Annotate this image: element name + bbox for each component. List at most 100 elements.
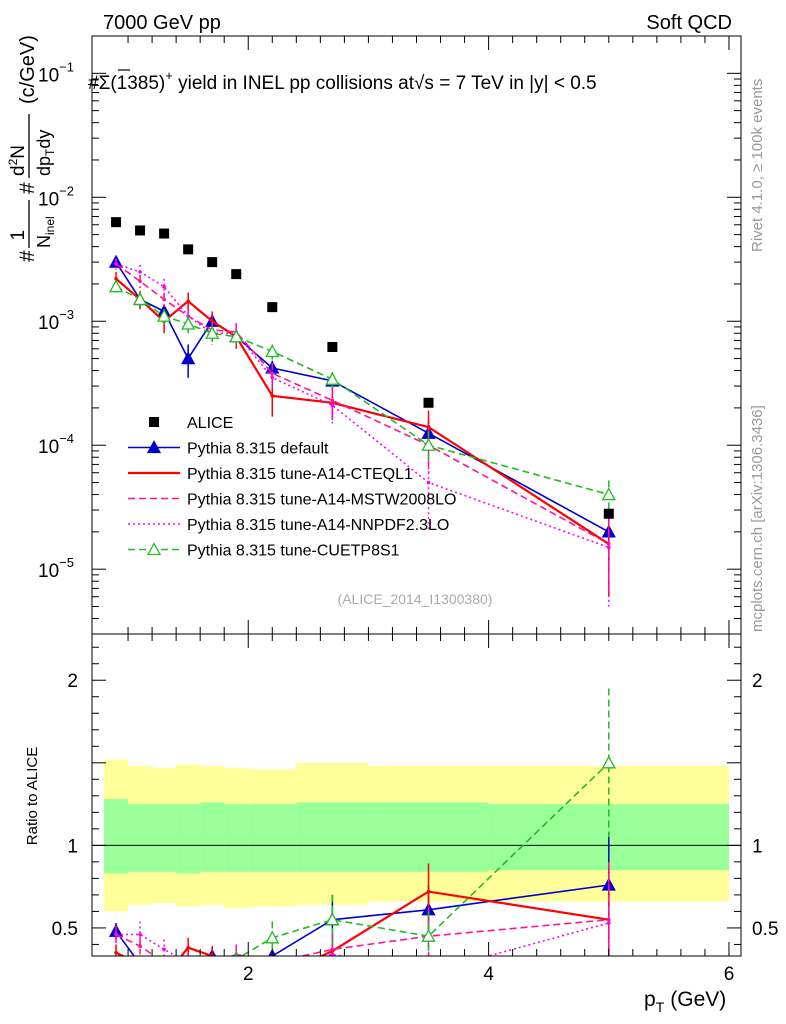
main-point-marker: [330, 403, 335, 408]
ratio-point-marker: [206, 960, 218, 971]
alice-data-marker: [327, 341, 338, 352]
legend-entry-3: Pythia 8.315 tune-A14-MSTW2008LO: [128, 492, 456, 509]
xlabel-t: T: [656, 999, 665, 1015]
ylabel-dpt-dy: dpTdy: [34, 130, 57, 176]
main-point-marker: [606, 545, 611, 550]
legend: ALICE Pythia 8.315 default Pythia 8.315 tu…: [128, 415, 456, 560]
ylabel-d2n: d2N: [6, 145, 29, 176]
ratio-point-marker: [265, 930, 280, 944]
ratio-point-marker: [330, 952, 335, 956]
main-point-marker: [108, 279, 124, 293]
ratio-point-marker: [270, 961, 274, 965]
main-point-marker: [132, 292, 148, 306]
alice-data-marker: [267, 302, 278, 313]
main-point-marker: [325, 371, 340, 385]
ratio-series-line: [115, 884, 609, 956]
main-point-marker: [426, 480, 431, 485]
main-ylabel: # 1 Ninel # d2N dpTdy (c/GeV): [6, 35, 57, 262]
ratio-point-marker: [114, 932, 118, 937]
main-point-marker: [114, 277, 118, 281]
title-process: yield in INEL pp collisions at: [173, 73, 415, 94]
title-sqrt-sign: √: [414, 73, 425, 94]
ratio-point-marker: [210, 962, 214, 966]
ratio-band-green: [152, 804, 177, 872]
ratio-y-tick-label-right: 0.5: [752, 919, 778, 940]
legend-entry-1: Pythia 8.315 default: [128, 440, 329, 458]
ratio-point-marker: [186, 961, 190, 965]
ratio-series-line: [115, 890, 609, 956]
main-panel: 10−110−210−310−410−5 #Σ(1385)+ yield in …: [6, 35, 742, 635]
ratio-series-4: [114, 688, 616, 979]
ratio-y-tick-label: 2: [67, 671, 78, 692]
ratio-band-green: [248, 804, 297, 872]
title-tail: = 7 TeV in |y| < 0.5: [434, 73, 597, 94]
ylabel-n-inel: Ninel: [34, 216, 57, 248]
ratio-band-green: [128, 804, 153, 872]
main-point-marker: [606, 542, 611, 546]
ratio-series-line: [240, 762, 610, 956]
main-series-line: [115, 277, 610, 545]
ratio-point-marker: [421, 928, 436, 942]
main-series: [108, 217, 616, 607]
analysis-watermark: (ALICE_2014_I1300380): [338, 591, 493, 607]
main-point-marker: [270, 375, 275, 380]
ratio-band-green: [368, 802, 489, 872]
title-sqrt-s: s: [424, 73, 434, 94]
alice-data-marker: [135, 225, 146, 236]
ratio-band-green: [224, 804, 249, 872]
ratio-y-tick-label-right: 1: [752, 836, 763, 857]
legend-label: Pythia 8.315 tune-A14-MSTW2008LO: [187, 492, 456, 509]
main-point-marker: [421, 437, 436, 451]
ratio-point-marker: [426, 889, 431, 894]
main-point-marker: [157, 308, 172, 322]
ratio-ylabel: Ratio to ALICE: [24, 747, 41, 845]
ylabel-units: (c/GeV): [17, 35, 39, 104]
legend-marker: [146, 542, 162, 556]
header-category-label: Soft QCD: [646, 12, 732, 34]
legend-label: Pythia 8.315 tune-CUETP8S1: [187, 543, 400, 560]
alice-data-marker: [183, 244, 194, 255]
ratio-point-marker: [182, 963, 194, 974]
title-prefix: #: [88, 73, 99, 94]
alice-data-marker: [603, 508, 614, 519]
ratio-point-marker: [325, 912, 340, 926]
ratio-point-marker: [138, 962, 142, 966]
ratio-point-marker: [234, 958, 238, 962]
ratio-point-marker: [182, 983, 194, 994]
ratio-band-green: [200, 802, 225, 872]
ylabel-one: 1: [8, 230, 29, 241]
legend-label: Pythia 8.315 default: [187, 441, 329, 458]
main-point-marker: [138, 270, 142, 274]
legend-marker: [149, 417, 159, 427]
main-point-marker: [601, 487, 616, 501]
main-point-marker: [138, 279, 142, 284]
ratio-point-marker: [114, 950, 118, 955]
main-point-marker: [162, 297, 166, 302]
x-tick-label: 2: [243, 964, 254, 985]
title-particle: Σ(1385): [99, 73, 166, 94]
ratio-point-marker: [606, 917, 611, 922]
main-point-marker: [186, 299, 190, 304]
main-point-marker: [181, 316, 196, 330]
ylabel-hash-2: #: [16, 182, 39, 194]
main-point-marker: [270, 394, 275, 398]
ratio-point-marker: [606, 921, 611, 925]
ratio-point-marker: [158, 968, 170, 979]
main-point-marker: [205, 325, 220, 339]
x-tick-label: 6: [724, 964, 735, 985]
ratio-point-marker: [138, 944, 142, 948]
ratio-point-marker: [427, 971, 431, 975]
alice-data-marker: [207, 257, 218, 268]
main-point-marker: [162, 284, 166, 289]
legend-label: Pythia 8.315 tune-A14-NNPDF2.3LO: [187, 517, 449, 534]
header-energy-label: 7000 GeV pp: [103, 12, 221, 34]
alice-data-marker: [231, 269, 242, 280]
ratio-point-marker: [162, 961, 166, 965]
main-title: #Σ(1385)+ yield in INEL pp collisions at…: [88, 68, 597, 94]
ratio-point-marker: [234, 951, 239, 956]
ratio-point-marker: [270, 977, 274, 981]
main-point-marker: [181, 351, 196, 365]
ratio-point-marker: [210, 964, 214, 968]
ratio-point-marker: [134, 958, 146, 969]
